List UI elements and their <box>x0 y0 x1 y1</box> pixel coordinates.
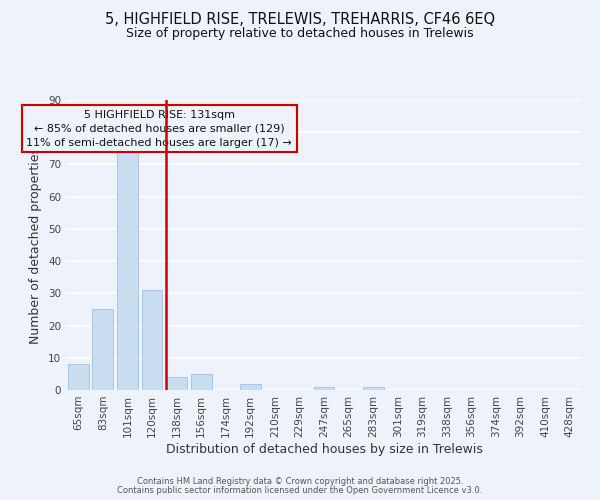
Bar <box>92 310 113 390</box>
Bar <box>166 377 187 390</box>
X-axis label: Distribution of detached houses by size in Trelewis: Distribution of detached houses by size … <box>166 442 482 456</box>
Bar <box>117 152 138 390</box>
Bar <box>314 387 334 390</box>
Text: 5 HIGHFIELD RISE: 131sqm
← 85% of detached houses are smaller (129)
11% of semi-: 5 HIGHFIELD RISE: 131sqm ← 85% of detach… <box>26 110 292 148</box>
Text: Contains HM Land Registry data © Crown copyright and database right 2025.: Contains HM Land Registry data © Crown c… <box>137 477 463 486</box>
Y-axis label: Number of detached properties: Number of detached properties <box>29 146 43 344</box>
Bar <box>240 384 261 390</box>
Text: Size of property relative to detached houses in Trelewis: Size of property relative to detached ho… <box>126 28 474 40</box>
Text: 5, HIGHFIELD RISE, TRELEWIS, TREHARRIS, CF46 6EQ: 5, HIGHFIELD RISE, TRELEWIS, TREHARRIS, … <box>105 12 495 28</box>
Bar <box>68 364 89 390</box>
Bar <box>191 374 212 390</box>
Bar <box>362 387 383 390</box>
Text: Contains public sector information licensed under the Open Government Licence v3: Contains public sector information licen… <box>118 486 482 495</box>
Bar <box>142 290 163 390</box>
